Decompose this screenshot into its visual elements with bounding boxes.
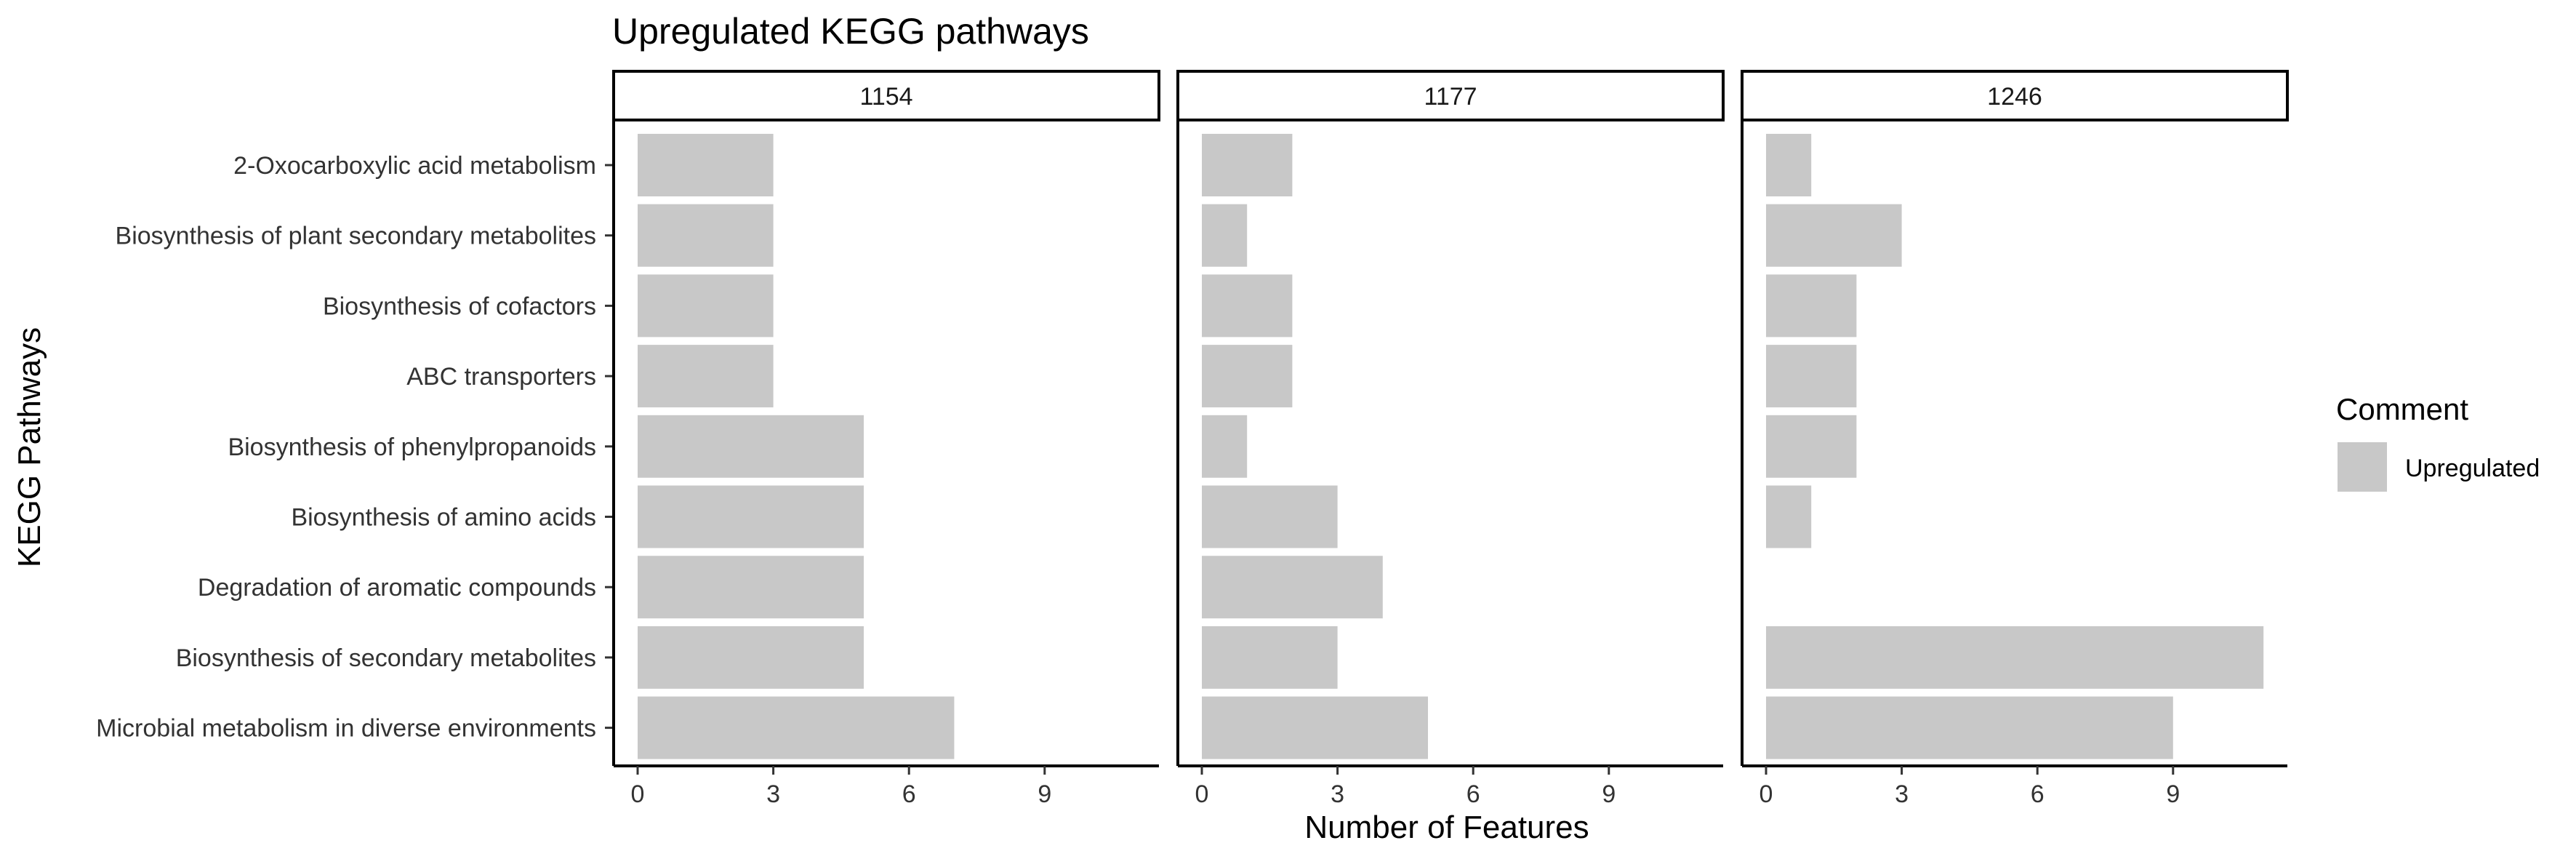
x-tick-label: 6 [1466,780,1480,808]
bar [1766,485,1812,548]
bar [638,204,774,267]
x-tick-label: 3 [766,780,780,808]
facet-strip [1741,70,2289,121]
bar [1202,626,1338,689]
category-label: Biosynthesis of plant secondary metaboli… [116,223,596,250]
bar [1202,134,1293,196]
facet-strip-label: 1246 [1987,83,2042,111]
bar [1766,134,1812,196]
bar [1202,204,1248,267]
x-tick-label: 6 [2031,780,2045,808]
x-tick-label: 6 [902,780,916,808]
x-tick-label: 0 [1760,780,1773,808]
facet-strip [1176,70,1725,121]
bar [638,556,864,619]
category-label: Degradation of aromatic compounds [198,574,596,602]
chart-title: Upregulated KEGG pathways [612,11,1089,52]
legend-title: Comment [2336,392,2468,426]
facet-strip-label: 1177 [1424,83,1477,111]
x-tick-label: 9 [2166,780,2180,808]
facet-panel: 1246 0 3 6 9 [1741,70,2289,808]
bar [638,345,774,408]
legend: Comment Upregulated [2336,392,2540,492]
bar [1202,345,1293,408]
category-label: 2-Oxocarboxylic acid metabolism [233,152,596,180]
category-label: Biosynthesis of amino acids [291,504,596,532]
category-labels: 2-Oxocarboxylic acid metabolism Biosynthe… [96,152,614,743]
bar [1202,415,1248,478]
bar [638,274,774,337]
category-label: Biosynthesis of secondary metabolites [176,644,596,672]
facet-panel: 1177 0 3 6 9 [1176,70,1725,808]
x-axis-title: Number of Features [1304,810,1589,845]
x-tick-label: 9 [1602,780,1616,808]
category-label: Microbial metabolism in diverse environm… [96,715,596,743]
bar [1766,204,1902,267]
bar [1202,274,1293,337]
x-tick-label: 9 [1038,780,1051,808]
x-tick-label: 3 [1895,780,1909,808]
legend-swatch-upregulated [2338,442,2387,492]
bar [638,626,864,689]
x-tick-label: 0 [1195,780,1209,808]
y-axis-title: KEGG Pathways [12,327,47,567]
bar [1202,485,1338,548]
legend-label-upregulated: Upregulated [2405,455,2540,482]
facet-strip-label: 1154 [859,83,912,111]
bar [1202,696,1428,759]
bar [1766,415,1857,478]
bar [1766,274,1857,337]
bar [1766,345,1857,408]
category-label: Biosynthesis of cofactors [323,292,596,320]
facet-panel: 1154 0 3 6 9 [612,70,1160,808]
facet-strip [612,70,1160,121]
x-tick-label: 3 [1331,780,1344,808]
facet-panels: 1154 0 3 6 9 1177 0 3 6 9 1246 0 3 6 9 [612,70,2289,808]
bar [1202,556,1383,619]
x-tick-label: 0 [631,780,645,808]
bar [638,485,864,548]
bar [1766,696,2173,759]
bar [638,696,955,759]
category-label: ABC transporters [406,363,596,391]
bar [638,415,864,478]
category-label: Biosynthesis of phenylpropanoids [228,434,596,461]
bar [638,134,774,196]
bar [1766,626,2264,689]
